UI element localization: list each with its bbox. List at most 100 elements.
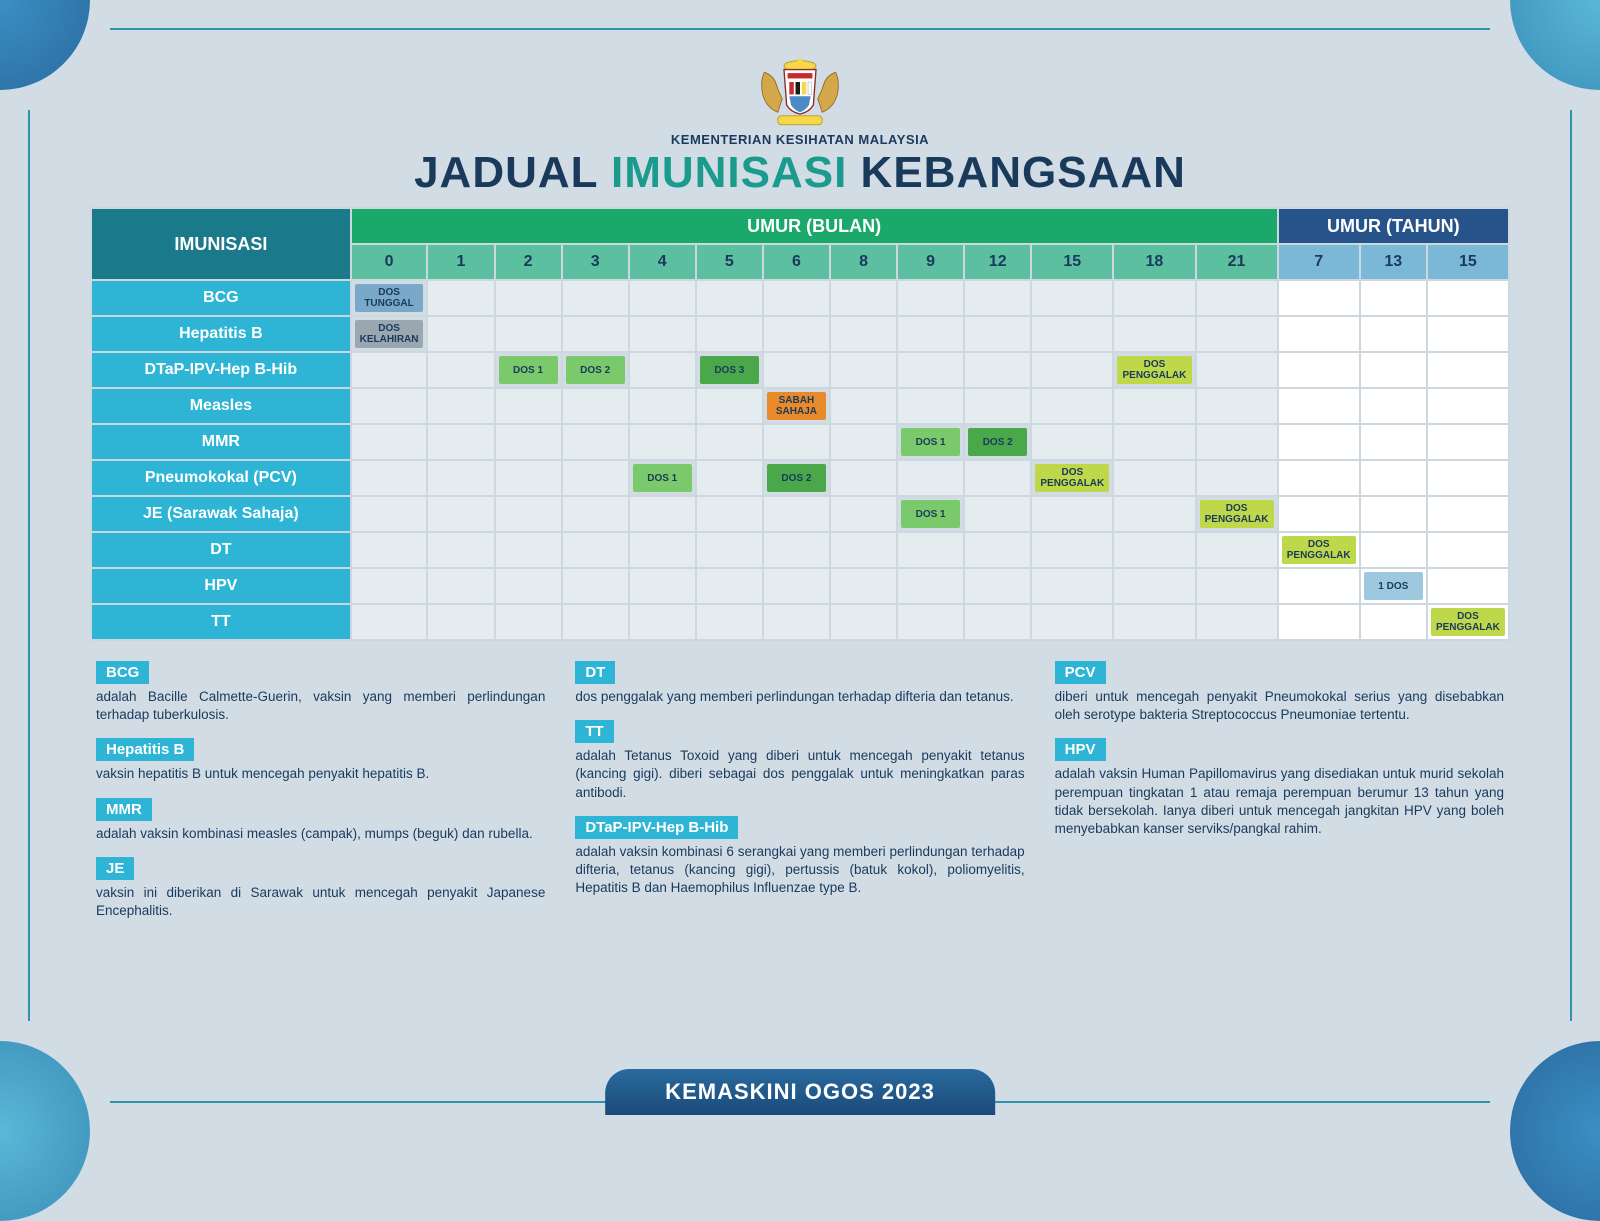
- schedule-cell: [1113, 424, 1195, 460]
- row-label: JE (Sarawak Sahaja): [91, 496, 351, 532]
- definition-column: DT dos penggalak yang memberi perlindunga…: [575, 661, 1024, 934]
- schedule-cell: [495, 388, 562, 424]
- schedule-cell: [897, 316, 964, 352]
- corner-decoration: [0, 1041, 90, 1221]
- schedule-cell: [1278, 316, 1360, 352]
- schedule-cell: [696, 424, 763, 460]
- definition-label: JE: [96, 857, 134, 880]
- dose-badge: DOS 1: [633, 464, 692, 492]
- schedule-cell: [830, 280, 897, 316]
- col-month-18: 18: [1113, 244, 1195, 280]
- definition-text: adalah vaksin kombinasi 6 serangkai yang…: [575, 843, 1024, 898]
- row-label: Pneumokokal (PCV): [91, 460, 351, 496]
- col-month-12: 12: [964, 244, 1031, 280]
- schedule-cell: [1360, 532, 1427, 568]
- schedule-cell: [427, 424, 494, 460]
- dose-badge: DOS 2: [767, 464, 826, 492]
- schedule-cell: [830, 604, 897, 640]
- schedule-cell: [495, 532, 562, 568]
- schedule-cell: DOS TUNGGAL: [351, 280, 428, 316]
- schedule-cell: DOS 2: [763, 460, 830, 496]
- schedule-cell: DOS 2: [562, 352, 629, 388]
- schedule-cell: [562, 388, 629, 424]
- dose-badge: DOS 2: [566, 356, 625, 384]
- col-month-2: 2: [495, 244, 562, 280]
- schedule-cell: [1360, 424, 1427, 460]
- schedule-cell: [1360, 316, 1427, 352]
- schedule-cell: [1031, 280, 1113, 316]
- definition-item: DT dos penggalak yang memberi perlindunga…: [575, 661, 1024, 706]
- schedule-cell: [629, 352, 696, 388]
- schedule-cell: [696, 316, 763, 352]
- schedule-cell: [495, 280, 562, 316]
- schedule-cell: [562, 280, 629, 316]
- schedule-cell: [763, 496, 830, 532]
- definition-item: DTaP-IPV-Hep B-Hibadalah vaksin kombinas…: [575, 816, 1024, 898]
- schedule-cell: [964, 280, 1031, 316]
- definition-label: BCG: [96, 661, 149, 684]
- row-label: BCG: [91, 280, 351, 316]
- col-month-3: 3: [562, 244, 629, 280]
- schedule-cell: [1427, 532, 1509, 568]
- schedule-cell: [1196, 424, 1278, 460]
- schedule-cell: [830, 352, 897, 388]
- schedule-cell: [1360, 280, 1427, 316]
- definition-label: TT: [575, 720, 613, 743]
- schedule-cell: [351, 532, 428, 568]
- schedule-cell: [1360, 352, 1427, 388]
- schedule-cell: DOS 1: [897, 496, 964, 532]
- schedule-cell: [763, 424, 830, 460]
- dose-badge: 1 DOS: [1364, 572, 1423, 600]
- definition-text: adalah Tetanus Toxoid yang diberi untuk …: [575, 747, 1024, 802]
- schedule-cell: [1427, 568, 1509, 604]
- definition-label: DT: [575, 661, 615, 684]
- schedule-cell: [897, 280, 964, 316]
- definition-text: dos penggalak yang memberi perlindungan …: [575, 688, 1024, 706]
- header-imunisasi: IMUNISASI: [91, 208, 351, 280]
- schedule-cell: [897, 568, 964, 604]
- schedule-cell: [763, 352, 830, 388]
- row-label: Hepatitis B: [91, 316, 351, 352]
- immunization-table: IMUNISASIUMUR (BULAN)UMUR (TAHUN)0123456…: [90, 207, 1510, 641]
- schedule-cell: [1113, 280, 1195, 316]
- definition-label: MMR: [96, 798, 152, 821]
- schedule-cell: DOS 2: [964, 424, 1031, 460]
- definition-text: adalah vaksin Human Papillomavirus yang …: [1055, 765, 1504, 838]
- col-month-6: 6: [763, 244, 830, 280]
- schedule-cell: [763, 532, 830, 568]
- schedule-cell: [562, 424, 629, 460]
- schedule-cell: [1031, 568, 1113, 604]
- schedule-cell: [351, 604, 428, 640]
- schedule-cell: [1278, 424, 1360, 460]
- col-month-8: 8: [830, 244, 897, 280]
- dose-badge: DOS PENGGALAK: [1035, 464, 1109, 492]
- schedule-cell: [562, 496, 629, 532]
- row-label: Measles: [91, 388, 351, 424]
- schedule-cell: [964, 388, 1031, 424]
- schedule-cell: [964, 460, 1031, 496]
- schedule-cell: [1278, 280, 1360, 316]
- schedule-cell: [629, 316, 696, 352]
- schedule-cell: [1031, 352, 1113, 388]
- dose-badge: DOS PENGGALAK: [1117, 356, 1191, 384]
- schedule-cell: [1031, 604, 1113, 640]
- schedule-cell: [427, 316, 494, 352]
- schedule-cell: [964, 532, 1031, 568]
- row-label: DTaP-IPV-Hep B-Hib: [91, 352, 351, 388]
- schedule-cell: [1031, 496, 1113, 532]
- schedule-cell: [1278, 496, 1360, 532]
- schedule-cell: [830, 388, 897, 424]
- definition-text: vaksin hepatitis B untuk mencegah penyak…: [96, 765, 545, 783]
- schedule-cell: [696, 532, 763, 568]
- schedule-cell: DOS KELAHIRAN: [351, 316, 428, 352]
- schedule-cell: [629, 388, 696, 424]
- schedule-cell: [1113, 316, 1195, 352]
- dose-badge: DOS TUNGGAL: [355, 284, 424, 312]
- schedule-cell: DOS PENGGALAK: [1031, 460, 1113, 496]
- dose-badge: DOS PENGGALAK: [1431, 608, 1505, 636]
- schedule-cell: [1360, 388, 1427, 424]
- schedule-cell: [495, 604, 562, 640]
- schedule-cell: [1278, 352, 1360, 388]
- definition-column: PCVdiberi untuk mencegah penyakit Pneumo…: [1055, 661, 1504, 934]
- schedule-cell: [427, 460, 494, 496]
